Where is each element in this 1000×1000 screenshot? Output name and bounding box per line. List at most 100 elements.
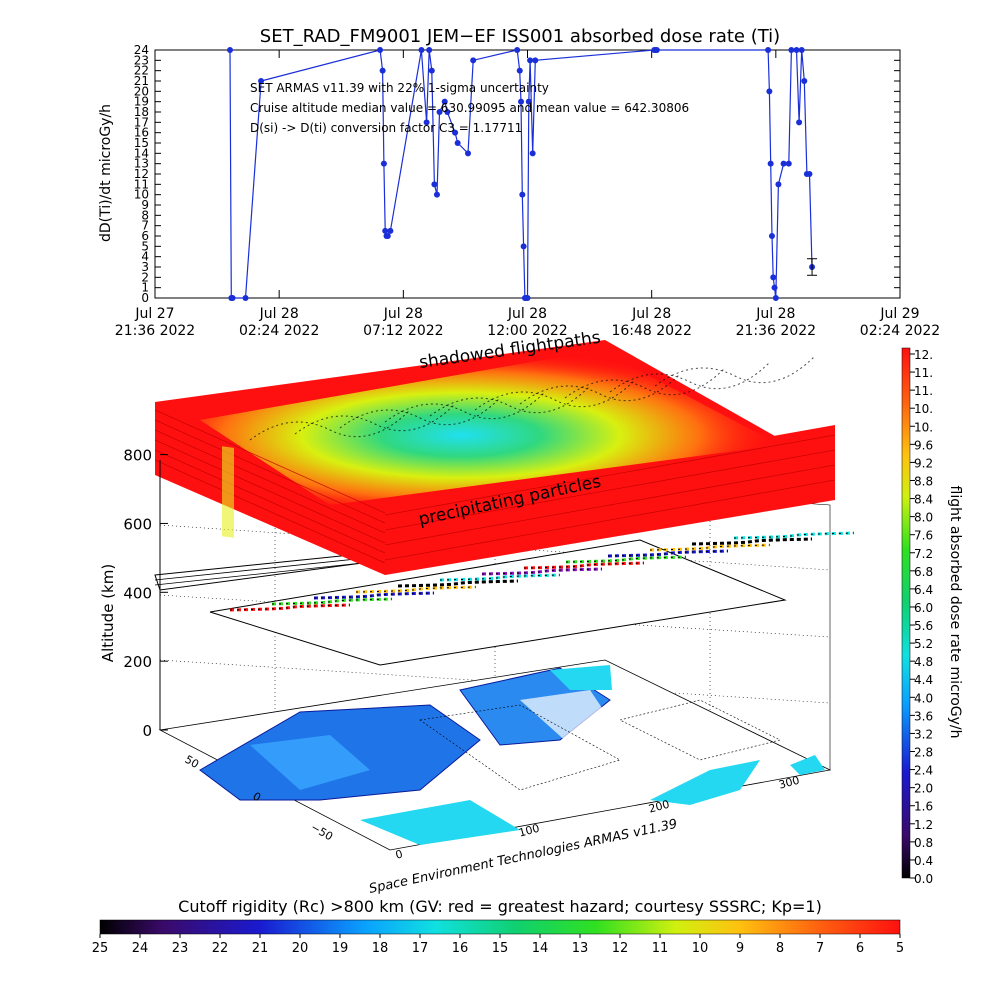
- data-point: [431, 181, 438, 188]
- rigidity-tick-label: 6: [856, 941, 864, 956]
- data-point: [524, 295, 531, 301]
- colorbar-tick-label: 6.4: [914, 583, 933, 597]
- data-point: [766, 88, 773, 95]
- slab-track: [654, 355, 816, 387]
- flightpath-track: [481, 567, 603, 576]
- flightpath-track: [355, 585, 477, 594]
- rigidity-colorbar: 25 24 23 22 21 20 19 18 17 16 15 14 13 12 11 10 9 8 7 6 5: [92, 919, 904, 956]
- colorbar-ticks: 12. 11. 11. 10. 10. 9.6 9.2 8.8 8.4 8.0 7.6 7.2 6.8 6…: [910, 348, 933, 886]
- z-tick-label: 0: [142, 722, 152, 740]
- flightpath-track: [439, 573, 561, 582]
- flightpath-track: [229, 603, 351, 612]
- x-tick-label-date: Jul 28: [507, 306, 547, 322]
- lat-tick-label: −50: [308, 821, 335, 844]
- slab-track: [519, 373, 681, 405]
- slab-track: [294, 403, 456, 435]
- y-tick-label: 17: [134, 115, 149, 129]
- data-point: [519, 191, 526, 198]
- y-tick-label: 18: [134, 105, 149, 119]
- z-tick-label: 400: [123, 584, 152, 602]
- colorbar-tick-label: 7.6: [914, 529, 933, 543]
- map-floor: [158, 659, 832, 851]
- colorbar-tick-label: 9.2: [914, 456, 933, 470]
- rigidity-tick-label: 14: [532, 941, 549, 956]
- data-point: [436, 109, 443, 115]
- z-tick-label: 200: [123, 653, 152, 671]
- flightpath-track: [649, 543, 771, 552]
- data-point: [452, 129, 459, 136]
- data-point: [801, 78, 808, 84]
- y-tick-label: 19: [134, 95, 149, 109]
- data-point: [527, 57, 534, 64]
- y-tick-label: 3: [141, 260, 149, 274]
- data-point: [433, 191, 440, 198]
- data-point: [428, 67, 435, 74]
- data-point: [229, 295, 236, 301]
- y-tick-label: 16: [134, 126, 149, 140]
- x-tick-label-time: 02:24 2022: [239, 323, 319, 339]
- rigidity-tick-label: 21: [252, 941, 269, 956]
- data-point: [771, 284, 778, 291]
- z-axis-ticks: 0 200 400 600 800: [123, 447, 168, 740]
- colorbar-tick-label: 12.: [914, 348, 933, 362]
- data-point: [788, 47, 795, 53]
- colorbar-tick-label: 1.2: [914, 818, 933, 832]
- y-tick-label: 7: [141, 219, 149, 233]
- data-point: [426, 47, 433, 53]
- x-tick-label-date: Jul 27: [134, 306, 174, 322]
- colorbar-tick-label: 3.6: [914, 709, 933, 723]
- y-tick-label: 11: [134, 177, 149, 191]
- series-dose-rate: [227, 47, 818, 301]
- annotation-line-3: D(si) -> D(ti) conversion factor C3 = 1.…: [250, 121, 522, 135]
- longitude-ticks: 0 100 200 300: [394, 774, 801, 862]
- data-point: [775, 181, 782, 188]
- colorbar-tick-label: 2.0: [914, 782, 933, 796]
- flightpath-track: [523, 561, 645, 570]
- flightpath-track: [397, 579, 519, 588]
- colorbar-tick-label: 1.6: [914, 800, 933, 814]
- flightpath-track: [271, 597, 393, 606]
- colorbar-gradient: [901, 347, 911, 879]
- data-point: [379, 67, 386, 74]
- chart-title: SET_RAD_FM9001 JEM−EF ISS001 absorbed do…: [260, 26, 780, 47]
- data-point: [525, 98, 532, 105]
- rigidity-tick-label: 20: [292, 941, 309, 956]
- data-point: [242, 295, 249, 301]
- z-axis-label: Altitude (km): [99, 564, 117, 662]
- colorbar-tick-label: 2.4: [914, 764, 933, 778]
- colorbar-tick-label: 6.8: [914, 565, 933, 579]
- z-tick-label: 600: [123, 515, 152, 533]
- slab-track: [474, 379, 636, 411]
- colorbar-tick-label: 6.0: [914, 601, 933, 615]
- colorbar-tick-label: 3.2: [914, 727, 933, 741]
- colorbar-tick-label: 11.: [914, 366, 933, 380]
- colorbar-tick-label: 4.8: [914, 655, 933, 669]
- x-tick-label-date: Jul 29: [879, 306, 919, 322]
- colorbar-tick-label: 10.: [914, 420, 933, 434]
- data-point: [423, 119, 430, 126]
- data-point: [529, 150, 536, 157]
- colorbar-tick-label: 2.8: [914, 746, 933, 760]
- y-tick-label: 4: [141, 250, 149, 264]
- slab-tracks: [249, 355, 816, 441]
- data-point: [382, 227, 389, 234]
- dose-colorbar: 12. 11. 11. 10. 10. 9.6 9.2 8.8 8.4 8.0 7.6 7.2 6.8 6…: [901, 347, 963, 886]
- y-tick-label: 2: [141, 270, 149, 284]
- rigidity-tick-label: 17: [412, 941, 429, 956]
- data-point: [418, 47, 425, 53]
- y-tick-label: 5: [141, 239, 149, 253]
- rigidity-tick-label: 22: [212, 941, 229, 956]
- data-point: [470, 57, 477, 64]
- data-point: [514, 47, 521, 53]
- rigidity-tick-label: 18: [372, 941, 389, 956]
- data-point: [441, 98, 448, 105]
- lon-tick-label: 300: [777, 774, 801, 792]
- rigidity-tick-label: 15: [492, 941, 509, 956]
- flightpath-layer: [154, 531, 855, 666]
- lon-tick-label: 200: [647, 798, 671, 816]
- y-tick-label: 12: [134, 167, 149, 181]
- colorbar-tick-label: 5.6: [914, 619, 933, 633]
- flightpath-tracks: [229, 531, 855, 612]
